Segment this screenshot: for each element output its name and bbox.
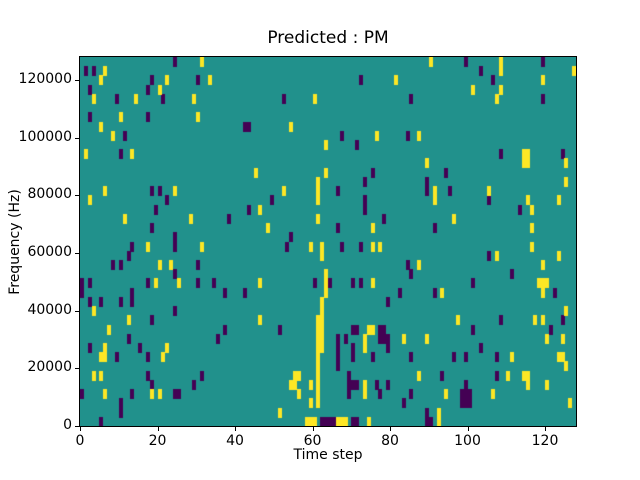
y-tick-label: 40000 (27, 301, 72, 318)
x-tick-label: 0 (75, 433, 85, 449)
x-tick-mark (545, 427, 546, 431)
y-tick-mark (75, 195, 79, 197)
y-axis-label: Frequency (Hz) (7, 189, 23, 295)
x-tick-mark (80, 427, 81, 431)
y-tick-mark (75, 368, 79, 370)
x-tick-mark (312, 427, 314, 431)
y-tick-mark (75, 253, 79, 255)
y-tick-mark (75, 426, 79, 427)
y-tick-label: 120000 (18, 71, 72, 88)
y-tick-mark (75, 80, 79, 82)
x-tick-mark (390, 427, 391, 431)
x-tick-mark (467, 427, 469, 431)
x-tick-label: 80 (381, 433, 399, 449)
x-tick-label: 100 (454, 433, 481, 449)
x-tick-label: 40 (226, 433, 244, 449)
y-tick-label: 80000 (27, 186, 72, 203)
y-tick-label: 0 (63, 417, 72, 433)
y-tick-mark (75, 137, 79, 139)
y-tick-mark (75, 310, 79, 312)
x-tick-label: 60 (303, 433, 322, 449)
x-tick-label: 20 (148, 433, 167, 449)
x-tick-label: 120 (531, 433, 559, 449)
y-tick-label: 20000 (27, 359, 72, 376)
x-tick-mark (235, 427, 236, 431)
heatmap-plot-area (80, 57, 576, 426)
y-tick-label: 60000 (27, 244, 72, 261)
x-axis-label: Time step (293, 447, 363, 463)
plot-title: Predicted : PM (267, 28, 389, 48)
x-tick-mark (157, 427, 159, 431)
y-tick-label: 100000 (18, 128, 72, 145)
